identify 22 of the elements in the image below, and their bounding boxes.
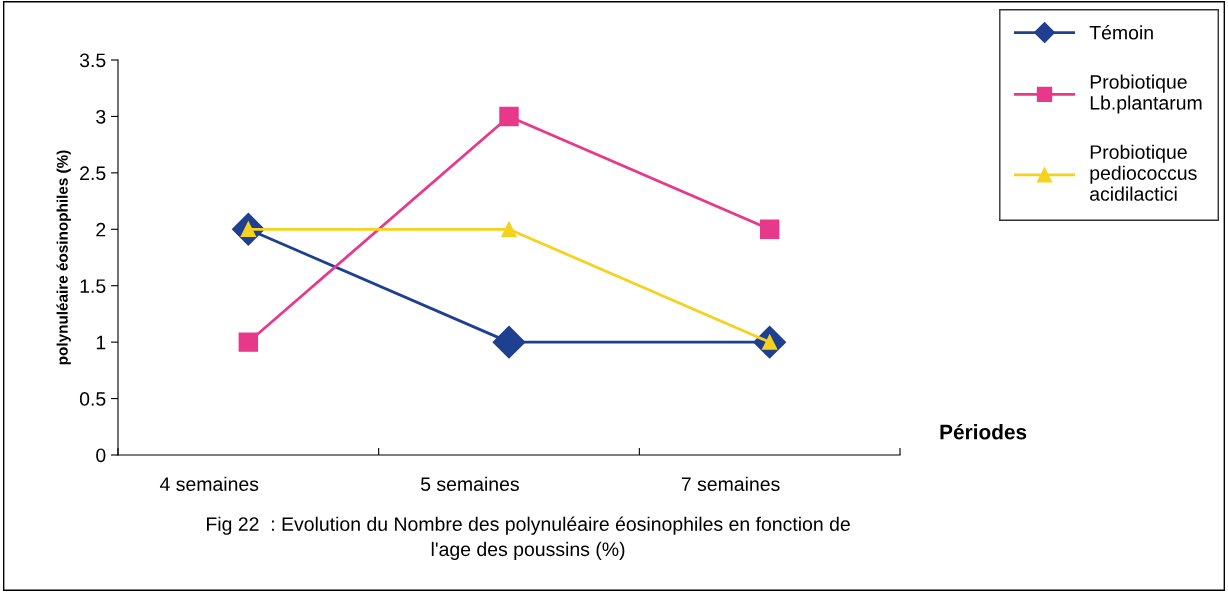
x-axis-title: Périodes bbox=[940, 423, 1027, 440]
y-tick-label: 3 bbox=[96, 109, 106, 124]
y-tick-label: 0 bbox=[96, 448, 106, 463]
y-axis-title: polynuléaire éosinophiles (%) bbox=[56, 150, 71, 365]
legend-label: Probiotique Lb.plantarum bbox=[1090, 74, 1202, 114]
y-tick-label: 3.5 bbox=[79, 53, 106, 68]
y-tick-label: 1 bbox=[96, 335, 106, 350]
y-tick-label: 2 bbox=[96, 222, 106, 237]
legend-label: Témoin bbox=[1089, 25, 1153, 40]
point bbox=[501, 221, 517, 237]
x-tick-label: 4 semaines bbox=[159, 476, 259, 492]
legend-label: Probiotique pediococcus acidilactici bbox=[1090, 144, 1197, 201]
y-tick-label: 1.5 bbox=[80, 279, 106, 293]
y-tick-label: 0.5 bbox=[79, 392, 106, 406]
point bbox=[499, 106, 519, 127]
point bbox=[238, 332, 259, 352]
y-tick-label: 2.5 bbox=[80, 166, 106, 181]
point bbox=[759, 219, 780, 240]
x-tick-label: 5 semaines bbox=[420, 476, 519, 492]
caption: Fig 22 : Evolution du Nombre des polynuléaire éosinophiles en fonction de l'age des poussins (%) bbox=[207, 516, 850, 560]
point bbox=[492, 325, 526, 359]
x-tick-label: 7 semaines bbox=[681, 476, 780, 492]
